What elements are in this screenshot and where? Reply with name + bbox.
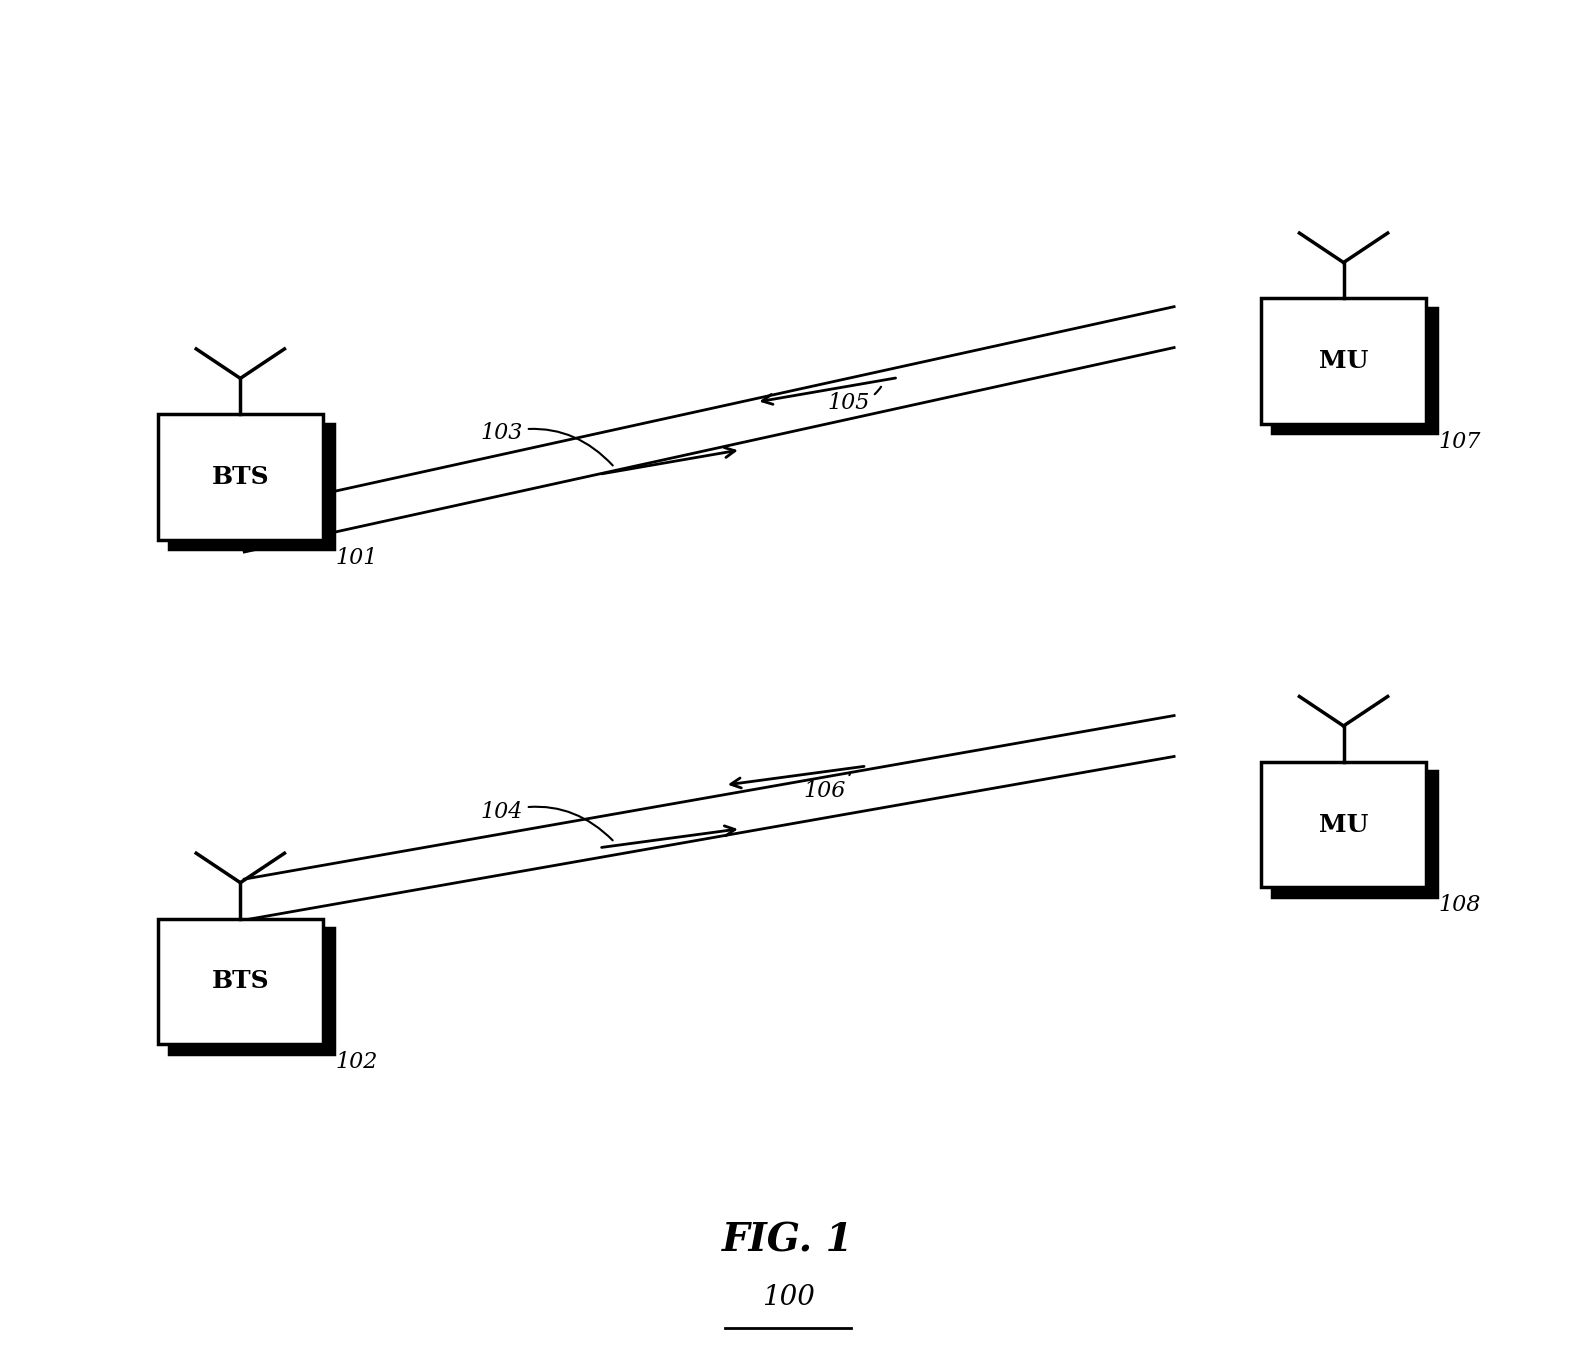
Text: 100: 100	[761, 1284, 815, 1311]
Text: 102: 102	[336, 1051, 378, 1073]
Text: BTS: BTS	[211, 969, 269, 994]
FancyBboxPatch shape	[158, 919, 323, 1044]
Text: FIG. 1: FIG. 1	[722, 1221, 854, 1259]
FancyBboxPatch shape	[1272, 308, 1437, 433]
Text: 106: 106	[804, 774, 849, 803]
Text: 101: 101	[336, 547, 378, 568]
Text: MU: MU	[1319, 349, 1368, 373]
Text: MU: MU	[1319, 812, 1368, 837]
FancyBboxPatch shape	[1261, 298, 1426, 424]
FancyBboxPatch shape	[158, 414, 323, 540]
Text: 107: 107	[1439, 431, 1481, 453]
FancyBboxPatch shape	[169, 424, 334, 549]
FancyBboxPatch shape	[1261, 762, 1426, 887]
Text: BTS: BTS	[211, 465, 269, 489]
FancyBboxPatch shape	[169, 928, 334, 1054]
Text: 104: 104	[481, 801, 613, 841]
FancyBboxPatch shape	[1272, 771, 1437, 897]
Text: 105: 105	[827, 387, 881, 414]
Text: 103: 103	[481, 423, 613, 465]
Text: 108: 108	[1439, 894, 1481, 916]
